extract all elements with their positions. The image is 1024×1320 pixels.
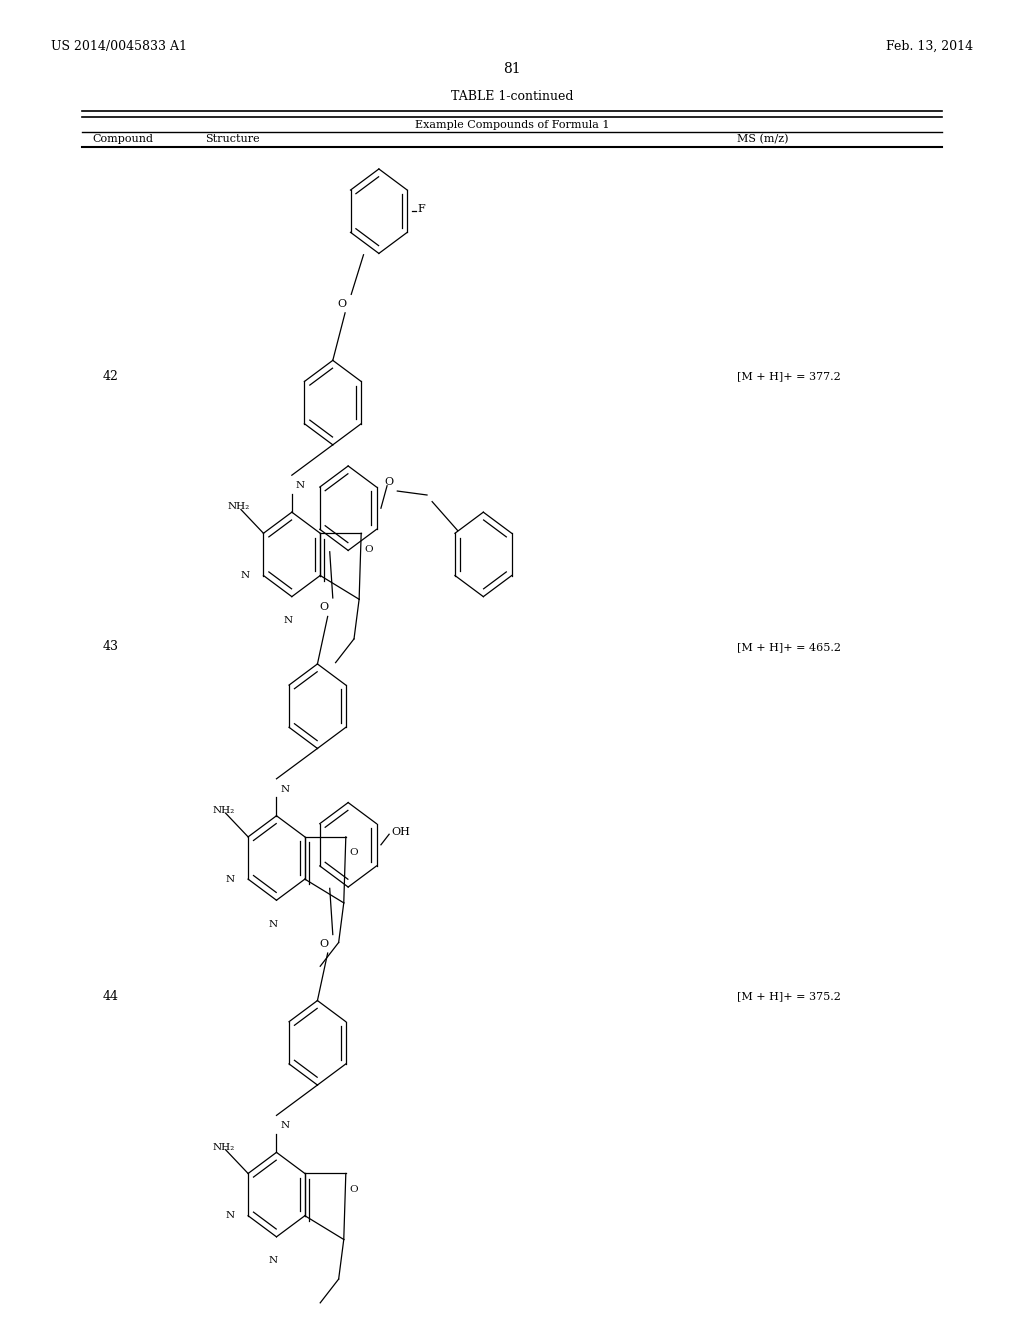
Text: Structure: Structure	[205, 133, 259, 144]
Text: Example Compounds of Formula 1: Example Compounds of Formula 1	[415, 120, 609, 131]
Text: TABLE 1-continued: TABLE 1-continued	[451, 90, 573, 103]
Text: Feb. 13, 2014: Feb. 13, 2014	[886, 40, 973, 53]
Text: MS (m/z): MS (m/z)	[737, 133, 788, 144]
Text: NH₂: NH₂	[212, 1143, 234, 1151]
Text: 44: 44	[102, 990, 119, 1003]
Text: N: N	[268, 920, 278, 928]
Text: O: O	[319, 602, 329, 612]
Text: US 2014/0045833 A1: US 2014/0045833 A1	[51, 40, 187, 53]
Text: NH₂: NH₂	[227, 503, 250, 511]
Text: OH: OH	[391, 826, 410, 837]
Text: O: O	[349, 1185, 357, 1193]
Text: [M + H]+ = 377.2: [M + H]+ = 377.2	[737, 371, 841, 381]
Text: Compound: Compound	[92, 133, 154, 144]
Text: N: N	[268, 1257, 278, 1265]
Text: N: N	[225, 1212, 234, 1220]
Text: N: N	[284, 616, 293, 624]
Text: [M + H]+ = 375.2: [M + H]+ = 375.2	[737, 991, 841, 1002]
Text: N: N	[296, 482, 305, 490]
Text: 43: 43	[102, 640, 119, 653]
Text: F: F	[418, 203, 426, 214]
Text: N: N	[225, 875, 234, 883]
Text: 42: 42	[102, 370, 119, 383]
Text: [M + H]+ = 465.2: [M + H]+ = 465.2	[737, 642, 842, 652]
Text: O: O	[319, 939, 329, 949]
Text: O: O	[365, 545, 373, 553]
Text: O: O	[384, 477, 393, 487]
Text: NH₂: NH₂	[212, 807, 234, 814]
Text: N: N	[241, 572, 250, 579]
Text: O: O	[337, 298, 346, 309]
Text: O: O	[349, 849, 357, 857]
Text: N: N	[281, 1122, 290, 1130]
Text: N: N	[281, 785, 290, 793]
Text: 81: 81	[503, 62, 521, 75]
